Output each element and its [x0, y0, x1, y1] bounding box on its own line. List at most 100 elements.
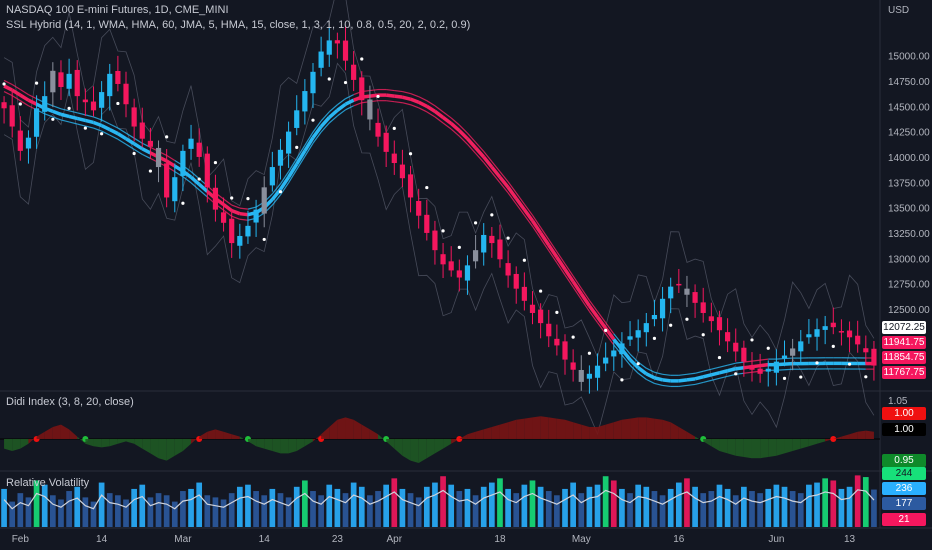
ssl-baseline-segment	[386, 100, 395, 103]
ssl-baseline-segment	[142, 153, 151, 159]
didi-area-segment	[52, 424, 61, 439]
ssl-baseline-segment	[425, 104, 436, 113]
ssl-baseline-segment	[125, 137, 136, 146]
candle-body	[846, 330, 853, 338]
didi-area-segment	[36, 431, 45, 439]
trailing-stop-dot	[717, 355, 722, 360]
ssl-baseline-segment	[11, 83, 21, 91]
didi-area-segment	[817, 439, 826, 444]
ssl-baseline-segment	[117, 127, 127, 134]
didi-axis-tick: 1.05	[888, 396, 908, 407]
didi-area-segment	[207, 429, 216, 439]
rv-bar	[545, 491, 552, 527]
rv-bar	[334, 488, 341, 527]
trailing-stop-dot	[701, 333, 705, 337]
ssl-baseline-segment	[319, 116, 331, 128]
ssl-baseline-segment	[563, 268, 575, 283]
rv-bar	[724, 488, 731, 527]
candle-body	[708, 316, 714, 322]
didi-area-segment	[703, 439, 712, 447]
rv-bar	[326, 484, 333, 527]
trailing-stop-dot	[376, 94, 380, 99]
rv-bar	[773, 484, 780, 527]
didi-area-segment	[288, 439, 297, 454]
ssl-baseline-segment	[190, 171, 200, 180]
candle-body	[594, 365, 601, 378]
didi-area-segment	[247, 439, 257, 447]
didi-area-segment	[20, 439, 29, 449]
ssl-baseline-segment	[401, 95, 411, 101]
ssl-baseline-segment	[287, 163, 299, 179]
rv-bar	[58, 499, 64, 527]
ssl-baseline-segment	[92, 120, 103, 128]
ssl-baseline-segment	[743, 371, 753, 374]
didi-area-segment	[451, 439, 460, 444]
ssl-baseline-segment	[498, 176, 510, 189]
candle-body	[204, 153, 210, 188]
didi-area-segment	[215, 429, 224, 439]
candle-body	[481, 234, 487, 253]
trailing-stop-dot	[67, 106, 71, 110]
ssl-baseline-segment	[28, 94, 37, 100]
didi-area-segment	[12, 439, 21, 451]
didi-area-segment	[597, 424, 606, 439]
ssl-baseline-segment	[645, 372, 656, 380]
ssl-baseline-segment	[662, 373, 671, 376]
ssl-baseline-segment	[100, 123, 111, 132]
didi-area-segment	[760, 439, 769, 459]
candle-body	[659, 298, 666, 319]
candle-body	[367, 99, 373, 120]
time-tick-label: 16	[673, 534, 685, 545]
price-tick-label: 13750.00	[888, 178, 930, 189]
didi-area-segment	[239, 436, 248, 442]
trailing-stop-dot	[116, 101, 120, 106]
rv-bar	[236, 486, 243, 527]
didi-area-segment	[280, 439, 289, 454]
ssl-baseline-segment	[482, 155, 494, 169]
ssl-baseline-segment	[760, 358, 769, 361]
time-tick-label: Jun	[768, 534, 784, 545]
trailing-stop-dot	[295, 145, 299, 149]
didi-area-segment	[678, 427, 687, 439]
didi-area-segment	[369, 429, 379, 439]
ssl-baseline-segment	[686, 383, 696, 387]
rv-bar	[269, 488, 276, 527]
ssl-baseline-segment	[654, 371, 663, 375]
rv-bar	[480, 486, 487, 527]
ssl-baseline-segment	[523, 203, 533, 216]
ssl-baseline-segment	[394, 89, 403, 93]
ssl-baseline-segment	[60, 108, 70, 112]
didi-area-segment	[345, 417, 354, 439]
rv-bar	[261, 495, 268, 527]
ssl-baseline-segment	[426, 100, 436, 107]
trailing-stop-dot	[636, 362, 640, 366]
didi-value-tag: 0.95	[882, 454, 926, 467]
rv-bar	[651, 491, 658, 527]
trailing-stop-dot	[2, 82, 6, 86]
ssl-baseline-segment	[344, 98, 355, 106]
rv-bar	[180, 491, 186, 527]
trailing-stop-dot	[392, 126, 396, 130]
ssl-baseline-segment	[394, 94, 403, 99]
ssl-baseline-segment	[703, 368, 712, 372]
ssl-baseline-segment	[588, 311, 599, 323]
ssl-baseline-segment	[571, 280, 583, 295]
ssl-baseline-segment	[515, 203, 525, 216]
ssl-baseline-segment	[621, 354, 631, 366]
trailing-stop-dot	[669, 323, 673, 327]
symbol-legend: NASDAQ 100 E-mini Futures, 1D, CME_MINI	[6, 4, 229, 16]
ssl-baseline-segment	[702, 373, 712, 379]
didi-area-segment	[166, 439, 175, 461]
didi-area-segment	[402, 439, 411, 461]
rv-bar	[806, 484, 812, 527]
ssl-baseline-segment	[386, 88, 395, 92]
candle-body	[562, 341, 568, 360]
ssl-baseline-segment	[646, 367, 655, 373]
trailing-stop-dot	[132, 151, 136, 156]
candle-body	[489, 235, 495, 244]
ssl-baseline-segment	[108, 128, 119, 136]
ssl-baseline-segment	[60, 119, 70, 123]
rv-bar	[342, 493, 349, 527]
candle-body	[570, 362, 576, 370]
